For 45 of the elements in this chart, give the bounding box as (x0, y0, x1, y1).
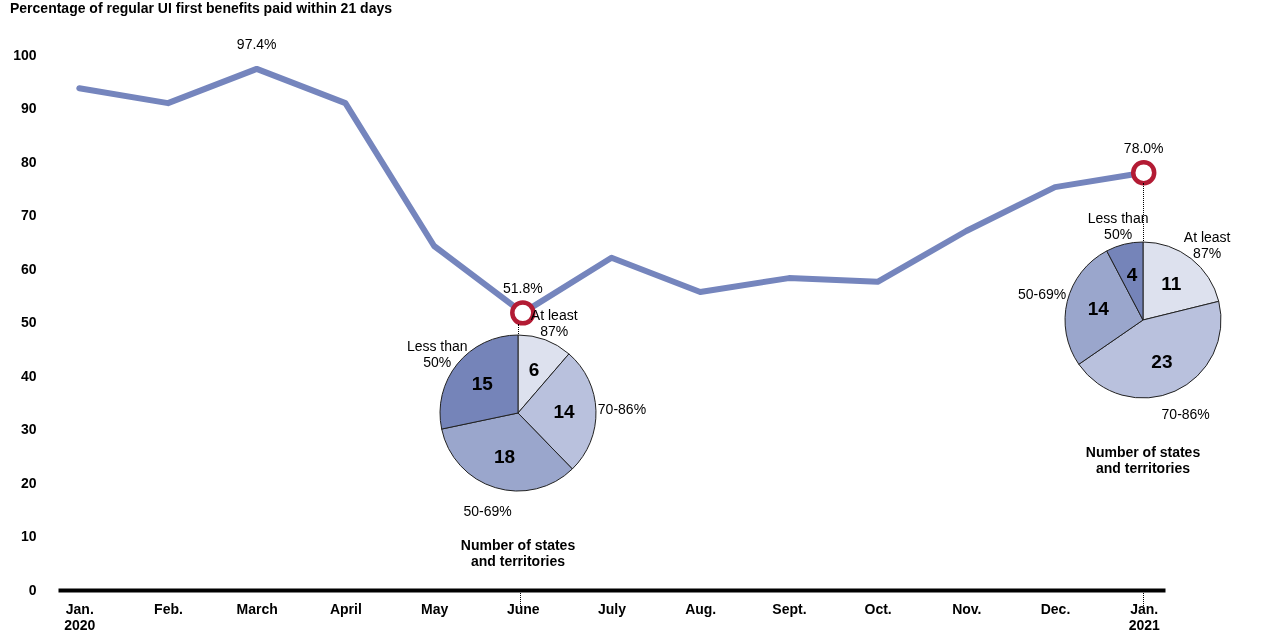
slice-label: 50-69% (1017, 286, 1067, 303)
x-tick-label: May (420, 600, 449, 617)
data-label: 18 (494, 445, 516, 467)
x-tick-label: April (329, 600, 362, 617)
x-tick-label: Nov. (952, 600, 982, 617)
data-label: 97.4% (236, 35, 277, 52)
slice-label: Less than 50% (406, 338, 468, 371)
y-tick-label: 40 (20, 367, 37, 384)
x-tick-label: Feb. (154, 600, 183, 617)
x-tick-label: March (236, 600, 278, 617)
x-tick-label: June (506, 600, 540, 617)
x-tick-label: Aug. (685, 600, 717, 617)
data-label: 51.8% (502, 279, 543, 296)
x-tick-label: Oct. (864, 600, 892, 617)
slice-label: Less than 50% (1087, 210, 1149, 243)
y-tick-label: 50 (20, 314, 37, 330)
x-tick-label: Jan. 2020 (64, 600, 96, 633)
text: Number of states and territories (460, 537, 576, 569)
text: Number of states and territories (1085, 444, 1201, 476)
chart-title: Percentage of regular UI first benefits paid within 21 days (10, 0, 393, 16)
x-tick-label: Jan. 2021 (1128, 600, 1160, 633)
data-label: 4 (1126, 264, 1138, 286)
x-tick-label: Dec. (1040, 600, 1071, 617)
x-tick-label: Sept. (772, 600, 807, 617)
y-tick-label: 60 (20, 260, 37, 277)
slice-label: 50-69% (463, 503, 512, 520)
y-tick-label: 70 (20, 207, 37, 223)
y-tick-label: 100 (13, 46, 37, 63)
slice-label: At least 87% (1183, 229, 1231, 262)
y-tick-label: 20 (20, 474, 37, 491)
data-label: 15 (471, 373, 494, 395)
data-label: 14 (553, 400, 575, 422)
data-label: 6 (528, 358, 540, 380)
slice-label: 70-86% (1161, 405, 1210, 422)
y-tick-label: 90 (20, 100, 37, 116)
y-tick-label: 80 (20, 153, 37, 170)
y-tick-label: 10 (20, 528, 37, 544)
y-tick-label: 0 (28, 581, 37, 598)
y-tick-label: 30 (20, 421, 37, 437)
data-label: 23 (1151, 350, 1173, 372)
slice-label: 70-86% (597, 400, 647, 417)
x-tick-label: July (597, 600, 627, 617)
data-label: 14 (1087, 297, 1110, 319)
data-label: 11 (1161, 272, 1182, 294)
data-label: 78.0% (1123, 139, 1164, 156)
